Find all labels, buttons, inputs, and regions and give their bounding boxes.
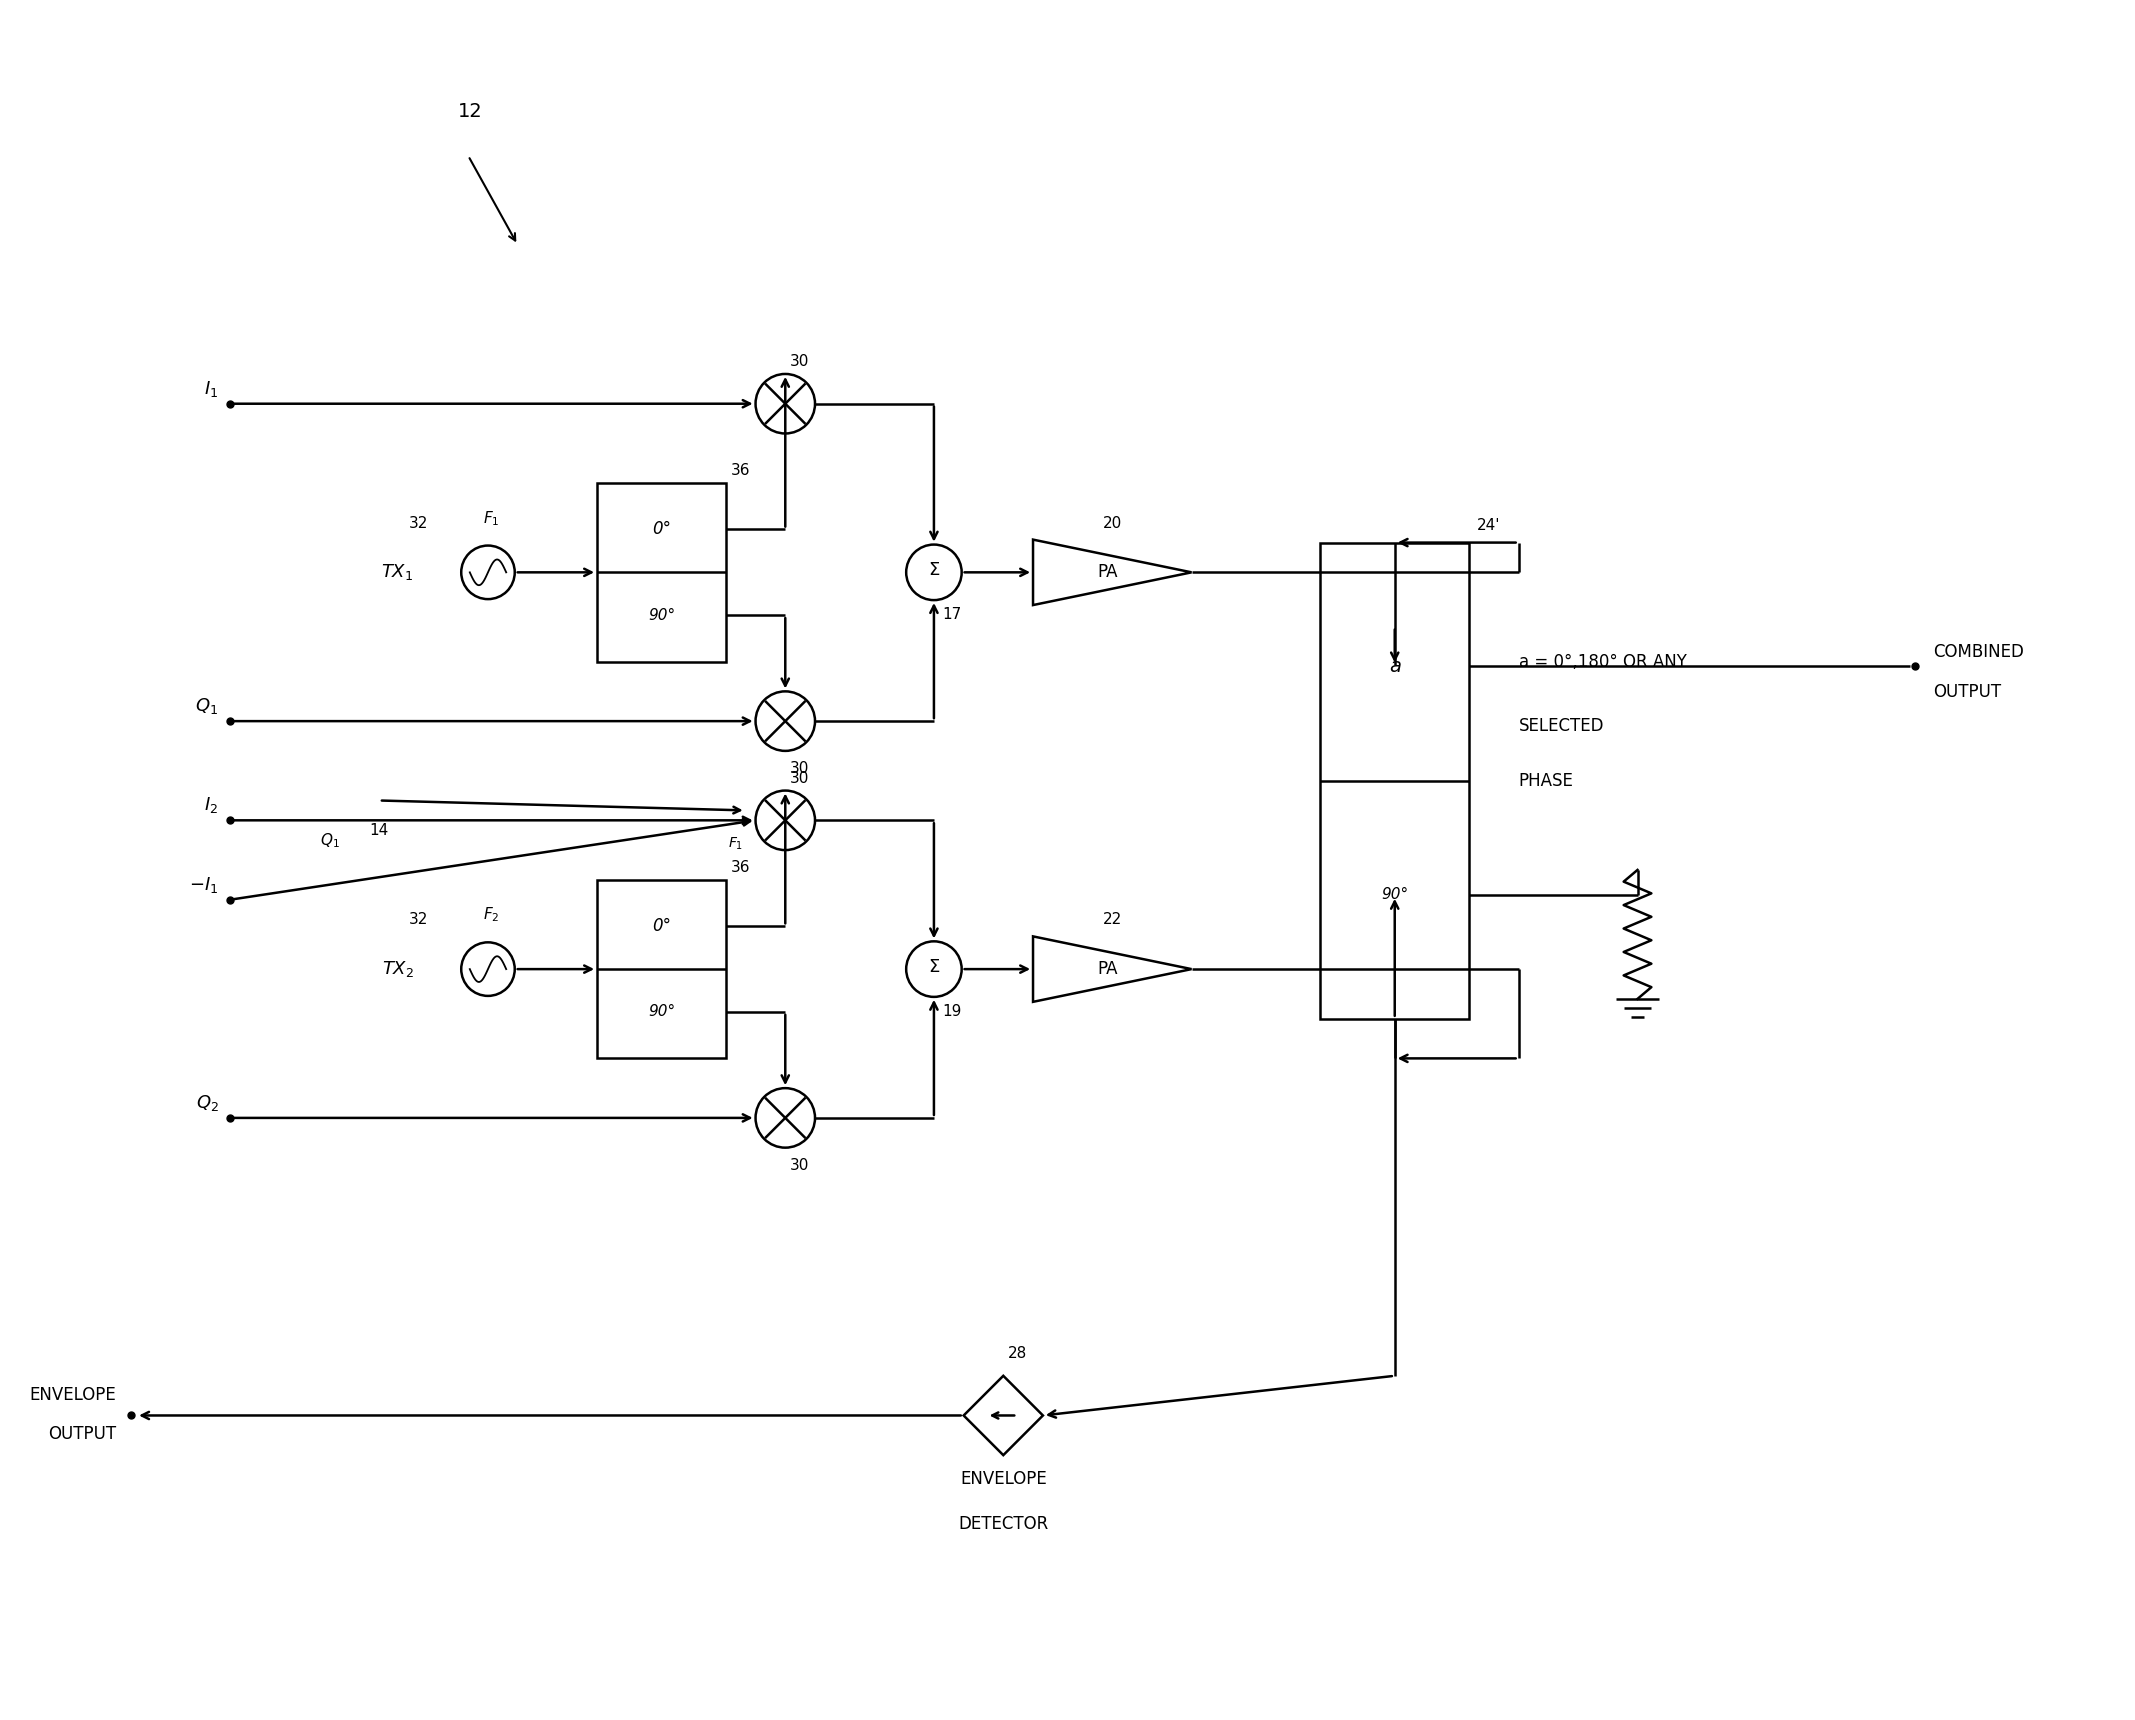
Text: $Q_1$: $Q_1$ xyxy=(196,697,218,716)
Text: COMBINED: COMBINED xyxy=(1932,643,2024,662)
Text: SELECTED: SELECTED xyxy=(1518,717,1603,734)
Text: $-I_1$: $-I_1$ xyxy=(190,875,218,894)
Text: $F_2$: $F_2$ xyxy=(483,906,500,924)
Text: 90°: 90° xyxy=(647,1004,675,1020)
Text: 90°: 90° xyxy=(1381,888,1409,903)
Text: 17: 17 xyxy=(942,607,961,623)
Text: 32: 32 xyxy=(410,516,429,531)
Text: OUTPUT: OUTPUT xyxy=(1932,683,2000,702)
Text: a: a xyxy=(1388,657,1401,676)
Text: 30: 30 xyxy=(790,760,809,776)
Text: PHASE: PHASE xyxy=(1518,772,1573,789)
Text: ENVELOPE: ENVELOPE xyxy=(961,1471,1046,1488)
Text: 24': 24' xyxy=(1477,518,1501,533)
Text: 32: 32 xyxy=(410,912,429,927)
Text: $Q_1$: $Q_1$ xyxy=(320,831,339,850)
Bar xyxy=(598,881,726,1058)
Text: PA: PA xyxy=(1097,564,1117,581)
Text: $Q_2$: $Q_2$ xyxy=(196,1092,218,1113)
Text: 22: 22 xyxy=(1102,912,1121,927)
Text: $F_1$: $F_1$ xyxy=(483,509,500,528)
Text: $I_2$: $I_2$ xyxy=(205,795,218,815)
Text: 14: 14 xyxy=(369,822,389,838)
Text: $TX_2$: $TX_2$ xyxy=(382,960,414,979)
Text: PA: PA xyxy=(1097,960,1117,979)
Text: $TX_1$: $TX_1$ xyxy=(382,562,414,583)
Text: $\Sigma$: $\Sigma$ xyxy=(929,958,939,977)
Text: 19: 19 xyxy=(942,1004,961,1018)
Text: 36: 36 xyxy=(730,860,749,875)
Text: DETECTOR: DETECTOR xyxy=(959,1515,1048,1533)
Text: 30: 30 xyxy=(790,771,809,786)
Text: 0°: 0° xyxy=(651,521,670,538)
Bar xyxy=(1319,542,1469,1018)
Text: 12: 12 xyxy=(459,101,483,120)
Text: 20: 20 xyxy=(1102,516,1121,531)
Bar xyxy=(598,483,726,662)
Text: ENVELOPE: ENVELOPE xyxy=(30,1386,117,1404)
Text: 28: 28 xyxy=(1008,1347,1027,1361)
Text: a = 0°,180° OR ANY: a = 0°,180° OR ANY xyxy=(1518,652,1687,671)
Text: $\Sigma$: $\Sigma$ xyxy=(929,561,939,580)
Text: 0°: 0° xyxy=(651,917,670,936)
Text: 36: 36 xyxy=(730,463,749,478)
Text: 90°: 90° xyxy=(647,607,675,623)
Text: 30: 30 xyxy=(790,354,809,370)
Text: $I_1$: $I_1$ xyxy=(205,378,218,399)
Text: OUTPUT: OUTPUT xyxy=(49,1426,117,1443)
Text: $F_1$: $F_1$ xyxy=(728,836,743,851)
Text: 30: 30 xyxy=(790,1158,809,1173)
